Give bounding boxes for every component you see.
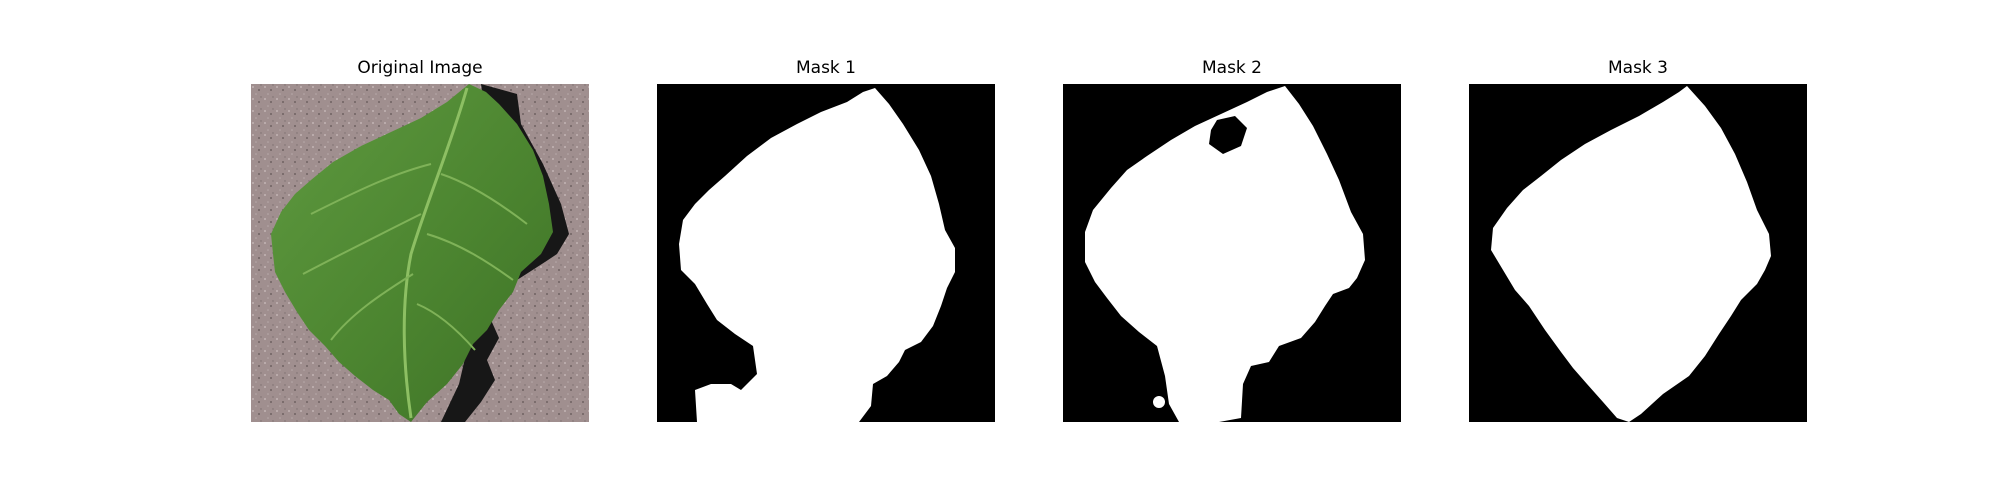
leaf-vein: [330, 273, 414, 341]
leaf-vein: [302, 213, 422, 275]
panel-title: Mask 3: [1607, 58, 1668, 78]
leaf-vein: [310, 163, 432, 215]
mask-region: [1085, 86, 1365, 422]
mask-image: [657, 84, 995, 422]
mask-graphic: [1063, 84, 1401, 422]
mask-hole: [1209, 116, 1247, 154]
panel-title: Mask 1: [795, 58, 856, 78]
panel-original-image: Original Image: [251, 0, 589, 430]
panel-title: Mask 2: [1201, 58, 1262, 78]
panel-mask-1: Mask 1: [657, 0, 995, 430]
mask-graphic: [1469, 84, 1807, 422]
panel-title: Original Image: [357, 58, 483, 78]
mask-image: [1469, 84, 1807, 422]
leaf-vein: [426, 233, 514, 281]
mask-image: [1063, 84, 1401, 422]
panel-mask-2: Mask 2: [1063, 0, 1401, 430]
panel-mask-3: Mask 3: [1469, 0, 1807, 430]
leaf-midrib: [402, 87, 469, 419]
leaf-photo-graphic: [251, 84, 589, 422]
mask-graphic: [657, 84, 995, 422]
original-leaf-photo: [251, 84, 589, 422]
leaf-vein: [416, 303, 476, 351]
mask-region: [679, 88, 955, 422]
leaf-vein: [440, 173, 528, 225]
mask-speckle: [1317, 270, 1325, 278]
mask-region: [1491, 86, 1771, 422]
mask-speckle: [1153, 396, 1165, 408]
